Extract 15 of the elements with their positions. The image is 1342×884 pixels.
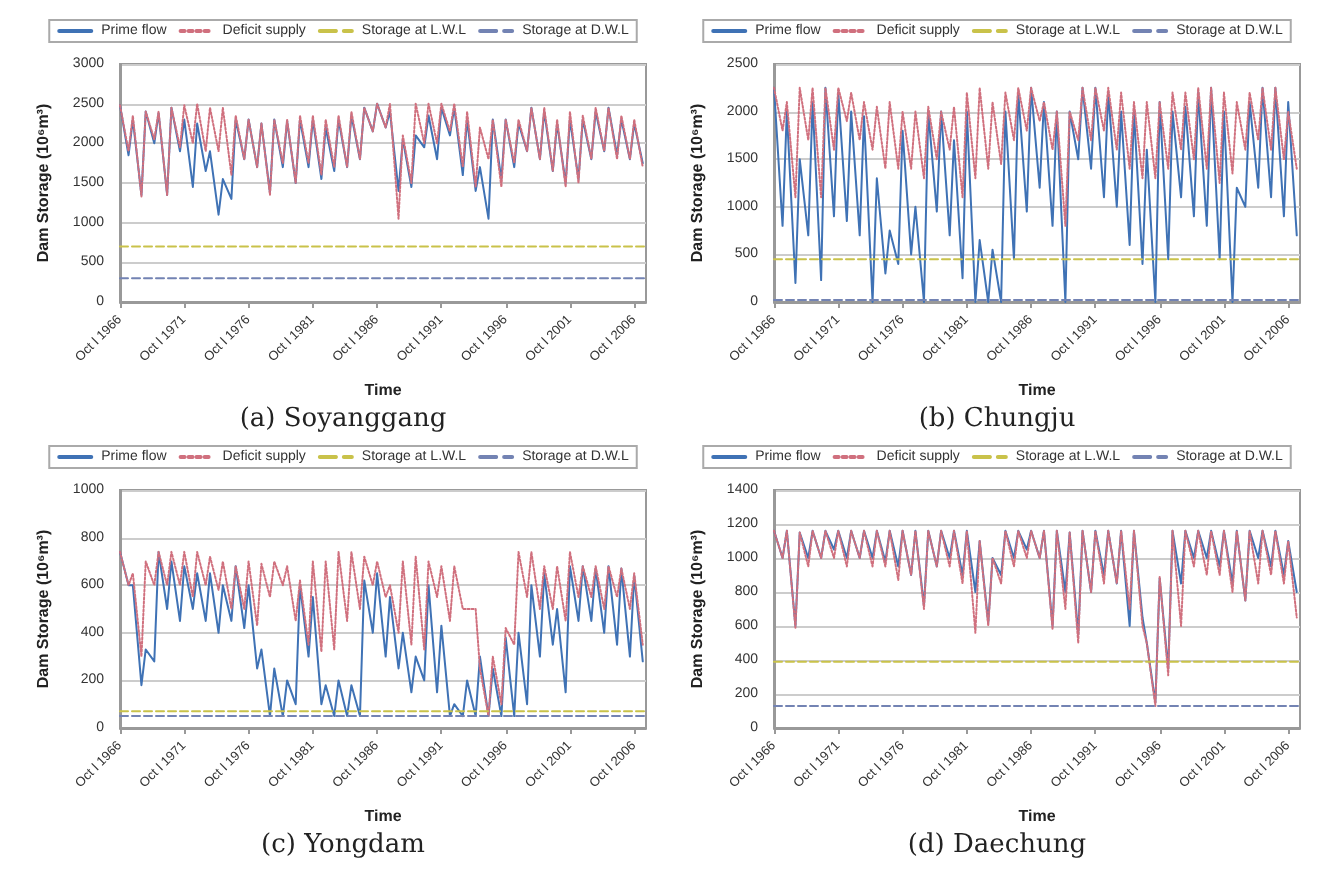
text: (c) Yongdam xyxy=(261,830,425,860)
line-series xyxy=(119,102,644,220)
line-series xyxy=(773,86,1298,227)
y-axis-title: Dam Storage (10⁶m³) xyxy=(688,103,707,263)
y-axis-title: Dam Storage (10⁶m³) xyxy=(34,529,53,689)
y-axis-title: Dam Storage (10⁶m³) xyxy=(688,529,707,689)
x-axis-title: Time xyxy=(1018,807,1057,825)
x-axis-title: Time xyxy=(364,381,403,399)
text: (d) Daechung xyxy=(907,830,1087,860)
x-axis-title: Time xyxy=(1018,381,1057,399)
y-axis-title: Dam Storage (10⁶m³) xyxy=(34,103,53,263)
text: (a) Soyanggang xyxy=(239,404,447,434)
line-series xyxy=(119,550,644,718)
x-axis-title: Time xyxy=(364,807,403,825)
text: (b) Chungju xyxy=(918,404,1076,434)
